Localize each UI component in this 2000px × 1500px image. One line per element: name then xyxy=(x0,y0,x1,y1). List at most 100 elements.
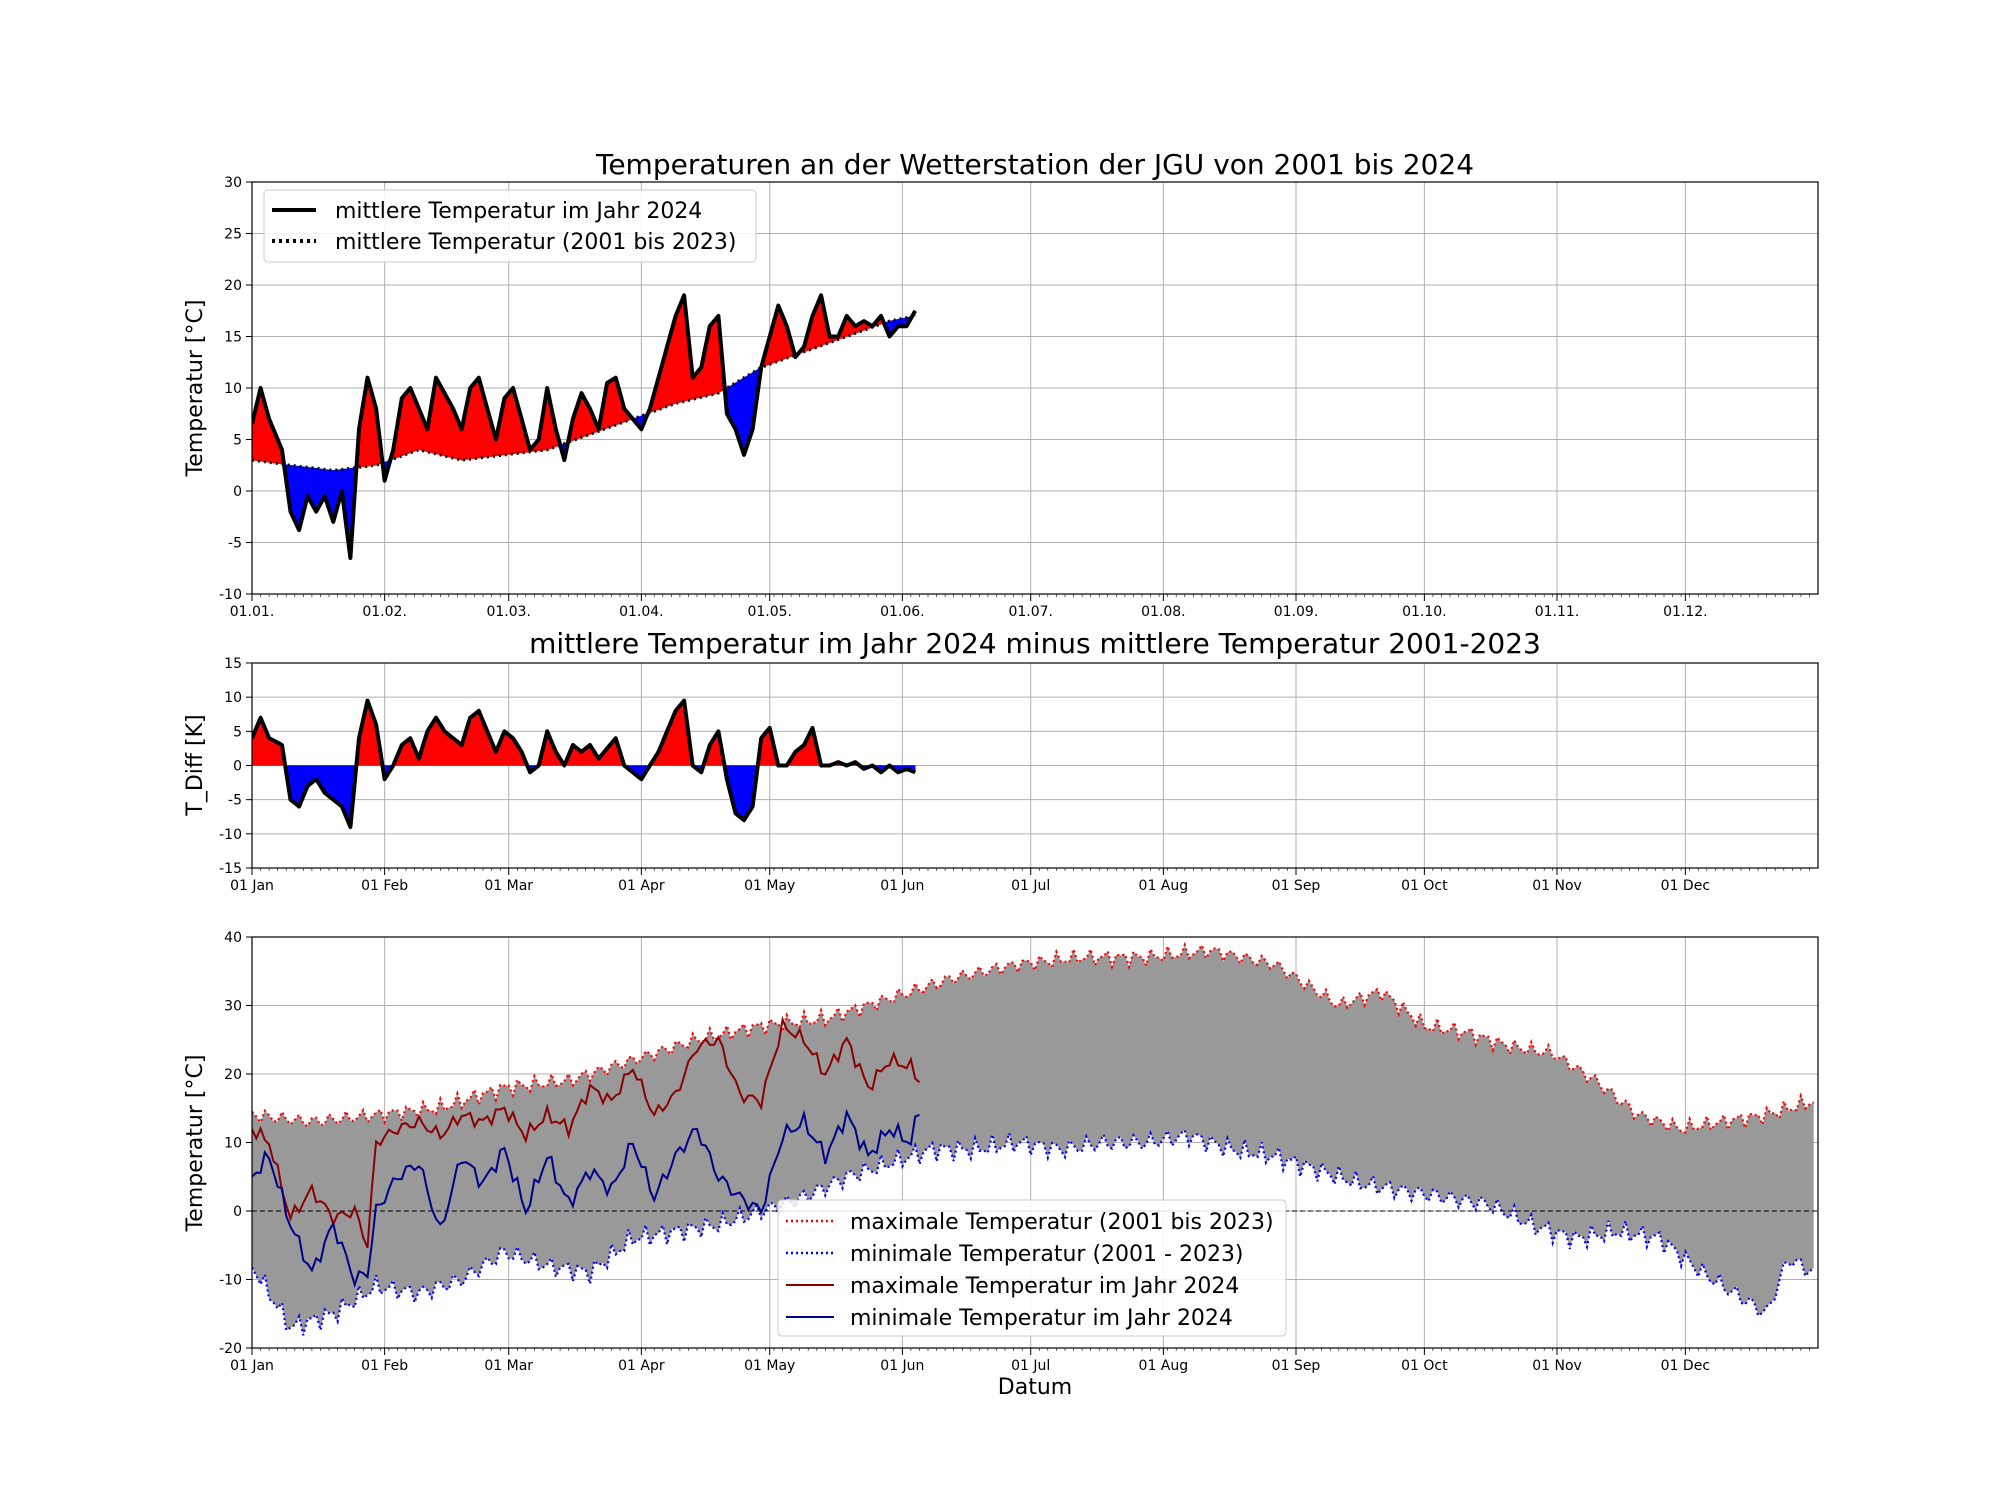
x-tick-label: 01 Jul xyxy=(1011,1358,1050,1374)
x-tick-label: 01.07. xyxy=(1008,604,1053,620)
fill-above xyxy=(474,376,480,459)
fill-above xyxy=(508,387,514,455)
y-tick-label: -20 xyxy=(219,1341,242,1357)
y-tick-label: 0 xyxy=(233,484,242,500)
fill-below xyxy=(739,765,745,821)
x-tick-label: 01.06. xyxy=(880,604,925,620)
x-minor-ticks xyxy=(251,594,1810,597)
y-tick-label: 10 xyxy=(224,1136,242,1152)
x-tick-label: 01.08. xyxy=(1141,604,1186,620)
series-line-max-2024 xyxy=(252,1015,921,1249)
x-tick-label: 01.02. xyxy=(362,604,407,620)
legend-entry: mittlere Temperatur im Jahr 2024 xyxy=(335,199,702,224)
y-tick-label: 25 xyxy=(224,227,242,243)
x-tick-label: 01 Jan xyxy=(230,1358,274,1374)
y-tick-label: -5 xyxy=(228,793,242,809)
x-tick-label: 01 Jun xyxy=(880,878,924,894)
y-axis-label: Temperatur [°C] xyxy=(183,300,208,478)
y-tick-label: 15 xyxy=(224,656,242,672)
legend-entry: minimale Temperatur (2001 - 2023) xyxy=(850,1242,1244,1267)
y-axis-label: Temperatur [°C] xyxy=(183,1055,208,1233)
axis-ticks: -20 -10 0 10 20 30 40 01 Jan 01 Feb 01 Mar 01 Apr 0… xyxy=(219,930,1810,1374)
x-tick-label: 01.04. xyxy=(619,604,664,620)
y-tick-label: -10 xyxy=(219,827,242,843)
x-tick-label: 01 Apr xyxy=(618,1358,665,1374)
y-axis-label: T_Diff [K] xyxy=(183,714,208,816)
y-tick-label: 30 xyxy=(224,999,242,1015)
legend-entry: minimale Temperatur im Jahr 2024 xyxy=(850,1306,1233,1331)
x-tick-label: 01 Oct xyxy=(1401,1358,1448,1374)
x-tick-label: 01 Aug xyxy=(1139,1358,1189,1374)
x-tick-label: 01 Sep xyxy=(1272,878,1321,894)
fill-above xyxy=(474,710,480,766)
chart-panel-diff: mittlere Temperatur im Jahr 2024 minus m… xyxy=(183,627,1819,894)
chart-panel-extremes: -20 -10 0 10 20 30 40 01 Jan 01 Feb 01 Mar 01 Apr 0… xyxy=(183,930,1819,1400)
range-fill xyxy=(252,944,1814,1336)
axis-ticks: -10 -5 0 5 10 15 20 25 30 01.01. 01.02. 01.03. 01.04… xyxy=(219,175,1810,620)
x-minor-ticks xyxy=(251,1348,1810,1351)
y-tick-label: -5 xyxy=(228,536,242,552)
fill-below xyxy=(337,765,343,808)
legend: mittlere Temperatur im Jahr 2024 mittler… xyxy=(263,189,757,263)
x-tick-label: 01 Dec xyxy=(1661,1358,1710,1374)
axis-ticks: -15 -10 -5 0 5 10 15 01 Jan 01 Feb 01 Mar 01 Apr 01… xyxy=(219,656,1810,894)
range-band xyxy=(252,944,1814,1336)
chart-title: mittlere Temperatur im Jahr 2024 minus m… xyxy=(529,627,1541,660)
x-tick-label: 01 Mar xyxy=(484,878,533,894)
legend-frame xyxy=(263,189,757,263)
y-tick-label: -15 xyxy=(219,861,242,877)
series-line-min-2024 xyxy=(252,1108,920,1289)
y-tick-label: 5 xyxy=(233,433,242,449)
series-line-climate-mean xyxy=(252,314,916,472)
fill-below xyxy=(333,765,338,804)
x-tick-label: 01 Jul xyxy=(1011,878,1050,894)
fill-above xyxy=(611,377,616,428)
series-lines xyxy=(252,941,1818,1336)
x-tick-label: 01 Apr xyxy=(618,878,665,894)
x-tick-label: 01.09. xyxy=(1274,604,1319,620)
y-tick-label: 40 xyxy=(224,930,242,946)
x-minor-ticks xyxy=(251,868,1810,871)
x-tick-label: 01 Feb xyxy=(361,1358,408,1374)
gridlines xyxy=(252,663,1818,868)
y-tick-label: 0 xyxy=(233,1204,242,1220)
legend: maximale Temperatur (2001 bis 2023) mini… xyxy=(777,1199,1287,1337)
chart-panel-mean: Temperaturen an der Wetterstation der JG… xyxy=(183,148,1819,620)
fill-above xyxy=(675,704,681,766)
y-tick-label: 10 xyxy=(224,690,242,706)
x-tick-label: 01 May xyxy=(744,1358,795,1374)
legend-entry: maximale Temperatur (2001 bis 2023) xyxy=(850,1210,1274,1235)
x-tick-label: 01 Nov xyxy=(1532,1358,1582,1374)
series-lines xyxy=(252,293,917,560)
x-tick-label: 01.05. xyxy=(747,604,792,620)
y-tick-label: 30 xyxy=(224,175,242,191)
x-tick-label: 01 Mar xyxy=(484,1358,533,1374)
x-tick-label: 01 Jan xyxy=(230,878,274,894)
x-tick-label: 01.10. xyxy=(1402,604,1447,620)
y-tick-label: 15 xyxy=(224,330,242,346)
series-lines xyxy=(252,698,916,829)
series-line-2024 xyxy=(252,293,917,560)
y-tick-label: -10 xyxy=(219,587,242,603)
x-tick-label: 01 Sep xyxy=(1272,1358,1321,1374)
x-tick-label: 01.01. xyxy=(230,604,275,620)
x-tick-label: 01.03. xyxy=(486,604,531,620)
x-tick-label: 01 Nov xyxy=(1532,878,1582,894)
fill-above xyxy=(405,387,411,455)
y-tick-label: 5 xyxy=(233,724,242,740)
series-line-2024 xyxy=(252,698,916,829)
x-tick-label: 01 May xyxy=(744,878,795,894)
series-line-min-climate xyxy=(252,1127,1815,1336)
fill-below xyxy=(294,765,300,808)
x-tick-label: 01 Jun xyxy=(880,1358,924,1374)
x-axis-label: Datum xyxy=(998,1375,1072,1400)
fill-above xyxy=(435,376,441,456)
x-tick-label: 01.11. xyxy=(1535,604,1580,620)
x-tick-label: 01 Dec xyxy=(1661,878,1710,894)
legend-frame xyxy=(777,1199,1287,1337)
chart-title: Temperaturen an der Wetterstation der JG… xyxy=(595,148,1474,181)
x-tick-label: 01.12. xyxy=(1663,604,1708,620)
x-tick-label: 01 Aug xyxy=(1139,878,1189,894)
y-tick-label: 20 xyxy=(224,1067,242,1083)
